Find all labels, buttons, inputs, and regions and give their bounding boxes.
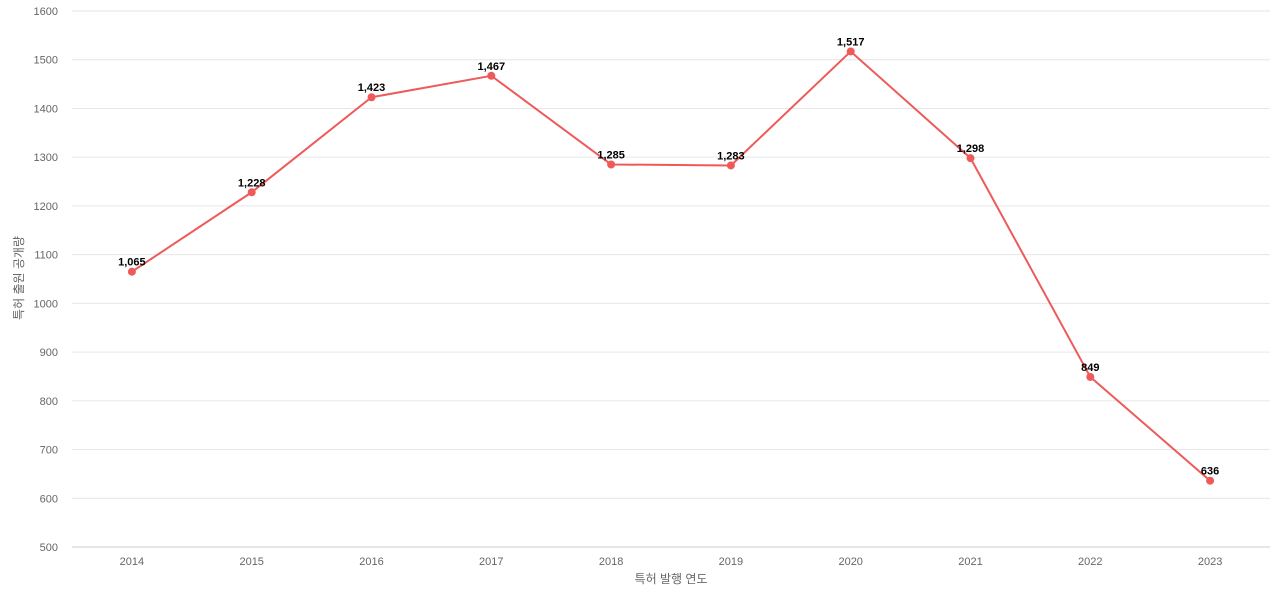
data-label-2023: 636 bbox=[1201, 466, 1219, 478]
series-layer bbox=[127, 47, 1215, 485]
data-label-2022: 849 bbox=[1081, 362, 1099, 374]
data-label-2021: 1,298 bbox=[957, 143, 985, 155]
y-tick-label-500: 500 bbox=[40, 542, 58, 554]
y-tick-label-1400: 1400 bbox=[34, 103, 58, 115]
x-tick-label-2014: 2014 bbox=[120, 556, 144, 568]
y-tick-label-1200: 1200 bbox=[34, 201, 58, 213]
y-tick-label-1000: 1000 bbox=[34, 298, 58, 310]
y-tick-label-800: 800 bbox=[40, 396, 58, 408]
grid-layer bbox=[72, 10, 1270, 499]
x-axis-title: 특허 발행 연도 bbox=[635, 571, 708, 586]
x-tick-label-2023: 2023 bbox=[1198, 556, 1222, 568]
y-tick-label-600: 600 bbox=[40, 493, 58, 505]
data-point-2023[interactable] bbox=[1206, 476, 1215, 485]
label-layer: 1,065 1,228 1,423 1,467 1,285 1,283 1,517 1,298… bbox=[118, 36, 1219, 477]
data-label-2018: 1,285 bbox=[597, 149, 625, 161]
x-tick-label-2022: 2022 bbox=[1078, 556, 1102, 568]
y-tick-label-700: 700 bbox=[40, 445, 58, 457]
data-point-2015[interactable] bbox=[247, 188, 256, 197]
y-tick-label-1100: 1100 bbox=[34, 250, 58, 262]
data-point-2018[interactable] bbox=[607, 160, 616, 169]
y-axis-title: 특허 출원 공개량 bbox=[12, 236, 26, 320]
data-point-2022[interactable] bbox=[1086, 372, 1095, 381]
x-tick-label-2017: 2017 bbox=[479, 556, 503, 568]
y-tick-label-1300: 1300 bbox=[34, 152, 58, 164]
data-point-2021[interactable] bbox=[966, 154, 975, 163]
data-point-2020[interactable] bbox=[846, 47, 855, 56]
axis-layer: 500 600 700 800 900 1000 1100 1200 1300 1400 1500 1… bbox=[34, 6, 1270, 568]
x-tick-label-2018: 2018 bbox=[599, 556, 623, 568]
data-point-2016[interactable] bbox=[367, 93, 376, 102]
data-label-2019: 1,283 bbox=[717, 150, 745, 162]
data-point-2017[interactable] bbox=[487, 71, 496, 80]
data-label-2014: 1,065 bbox=[118, 257, 146, 269]
series-line bbox=[131, 50, 1211, 482]
data-point-2014[interactable] bbox=[127, 267, 136, 276]
x-tick-label-2019: 2019 bbox=[719, 556, 743, 568]
y-tick-label-1500: 1500 bbox=[34, 55, 58, 67]
data-label-2020: 1,517 bbox=[837, 36, 865, 48]
x-tick-label-2016: 2016 bbox=[359, 556, 383, 568]
x-tick-label-2015: 2015 bbox=[239, 556, 263, 568]
data-label-2015: 1,228 bbox=[238, 177, 266, 189]
x-tick-label-2020: 2020 bbox=[838, 556, 862, 568]
data-label-2016: 1,423 bbox=[358, 82, 386, 94]
x-tick-label-2021: 2021 bbox=[958, 556, 982, 568]
data-point-2019[interactable] bbox=[726, 161, 735, 170]
y-tick-label-900: 900 bbox=[40, 347, 58, 359]
data-label-2017: 1,467 bbox=[478, 61, 506, 73]
y-tick-label-1600: 1600 bbox=[34, 6, 58, 18]
